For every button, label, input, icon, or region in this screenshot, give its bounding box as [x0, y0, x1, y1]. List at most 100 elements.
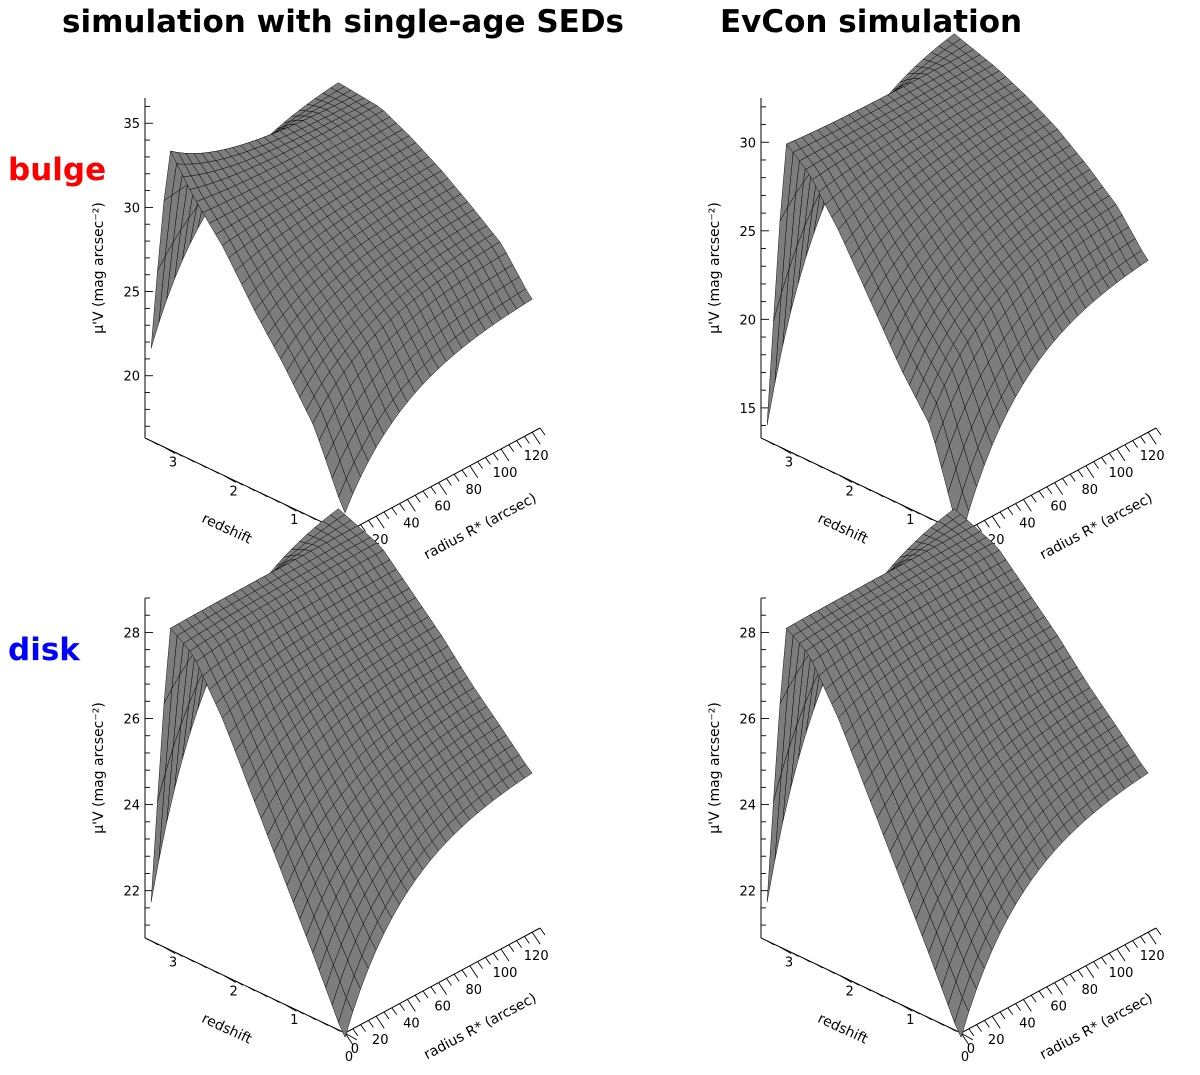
- x-tick-label: 2: [230, 484, 238, 499]
- x-tick-label: 2: [846, 484, 854, 499]
- y-tick-label: 80: [1082, 983, 1099, 998]
- x-tick-mark: [175, 952, 183, 957]
- y-tick-label: 40: [403, 1016, 420, 1031]
- y-tick-mark: [539, 427, 546, 436]
- z-tick-label: 15: [739, 402, 756, 417]
- x-tick-mark: [778, 446, 792, 455]
- z-tick-label: 26: [739, 713, 756, 728]
- x-tick-mark: [308, 1015, 316, 1021]
- z-tick-label: 35: [123, 117, 140, 132]
- x-tick-mark: [875, 492, 884, 498]
- y-tick-mark: [1046, 986, 1053, 995]
- x-axis-line: [144, 437, 346, 534]
- y-tick-mark: [1124, 444, 1131, 453]
- y-tick-mark: [461, 469, 468, 478]
- y-tick-mark: [500, 448, 510, 462]
- y-tick-mark: [539, 927, 546, 936]
- column-title-left: simulation with single-age SEDs: [62, 4, 625, 40]
- y-tick-mark: [375, 1015, 385, 1029]
- y-tick-mark: [531, 431, 541, 445]
- y-tick-mark: [414, 494, 421, 503]
- x-tick-mark: [863, 486, 872, 492]
- x-tick-label: 3: [169, 956, 177, 971]
- column-title-right: EvCon simulation: [720, 4, 1023, 40]
- x-tick-mark: [162, 446, 176, 455]
- x-axis-title: redshift: [815, 1011, 870, 1048]
- surface-mesh-bulge-evcon: [766, 33, 1149, 540]
- y-tick-mark: [500, 948, 510, 962]
- y-tick-mark: [1140, 936, 1146, 944]
- z-tick-label: 25: [123, 286, 140, 301]
- y-tick-mark: [1046, 486, 1053, 495]
- y-tick-mark: [383, 511, 390, 520]
- x-tick-mark: [332, 1026, 341, 1032]
- y-tick-mark: [1108, 452, 1115, 461]
- y-tick-label: 80: [466, 483, 483, 498]
- y-tick-mark: [984, 1020, 990, 1028]
- x-tick-mark: [851, 980, 860, 986]
- y-tick-mark: [422, 490, 429, 499]
- y-tick-mark: [1015, 1003, 1021, 1011]
- y-tick-label: 100: [493, 466, 518, 481]
- x-tick-mark: [960, 1032, 974, 1041]
- x-tick-mark: [296, 509, 304, 515]
- x-axis-title: redshift: [199, 511, 254, 548]
- x-tick-mark: [875, 992, 884, 998]
- y-tick-mark: [1030, 994, 1037, 1003]
- y-tick-label: 80: [466, 983, 483, 998]
- z-axis-title: μ'V (mag arcsec⁻²): [707, 702, 723, 834]
- z-tick-label: 22: [123, 885, 140, 900]
- x-tick-mark: [175, 452, 183, 457]
- x-tick-label: 2: [846, 984, 854, 999]
- y-tick-mark: [984, 520, 990, 528]
- y-tick-label: 120: [1140, 449, 1165, 464]
- z-tick-label: 24: [123, 799, 140, 814]
- x-tick-label: 3: [169, 456, 177, 471]
- y-tick-label: 40: [1019, 516, 1036, 531]
- y-tick-mark: [1147, 931, 1157, 945]
- y-tick-mark: [1124, 944, 1131, 953]
- y-tick-label: 100: [1109, 466, 1134, 481]
- y-tick-label: 20: [988, 1033, 1005, 1048]
- z-tick-label: 25: [739, 225, 756, 240]
- y-tick-mark: [485, 957, 491, 965]
- y-tick-mark: [477, 961, 483, 969]
- x-tick-mark: [803, 457, 811, 463]
- y-tick-mark: [991, 1015, 1001, 1029]
- y-tick-mark: [1108, 952, 1115, 961]
- x-tick-mark: [863, 986, 872, 992]
- z-tick-label: 30: [739, 136, 756, 151]
- surface-plot-bulge-single-age-svg: 012302040608010012020253035redshiftradiu…: [91, 82, 549, 565]
- x-tick-mark: [839, 975, 853, 983]
- y-tick-mark: [492, 452, 499, 461]
- y-tick-mark: [1038, 990, 1045, 999]
- x-tick-mark: [150, 940, 159, 946]
- x-tick-mark: [247, 986, 256, 992]
- y-tick-mark: [1038, 490, 1045, 499]
- y-axis-line: [344, 427, 541, 534]
- surface-cell: [954, 997, 970, 1038]
- x-tick-mark: [791, 952, 799, 957]
- y-tick-mark: [1093, 461, 1099, 469]
- y-tick-mark: [1085, 465, 1095, 479]
- y-tick-label: 120: [524, 949, 549, 964]
- y-tick-mark: [531, 931, 541, 945]
- y-tick-mark: [991, 515, 1001, 529]
- y-tick-mark: [968, 1028, 975, 1037]
- y-tick-mark: [469, 465, 479, 479]
- x-tick-mark: [766, 940, 775, 946]
- x-tick-label: 3: [785, 956, 793, 971]
- y-tick-mark: [1023, 499, 1032, 512]
- y-tick-mark: [1062, 978, 1068, 986]
- y-tick-mark: [360, 524, 366, 532]
- y-tick-mark: [1069, 473, 1076, 482]
- x-tick-mark: [259, 992, 268, 998]
- y-tick-mark: [1054, 482, 1063, 495]
- y-axis-line: [960, 927, 1157, 1034]
- x-tick-mark: [235, 480, 244, 486]
- x-tick-mark: [815, 963, 823, 969]
- surface-mesh-bulge-single-age: [150, 82, 533, 514]
- y-tick-mark: [453, 473, 460, 482]
- x-tick-mark: [839, 475, 853, 483]
- y-tick-mark: [508, 444, 515, 453]
